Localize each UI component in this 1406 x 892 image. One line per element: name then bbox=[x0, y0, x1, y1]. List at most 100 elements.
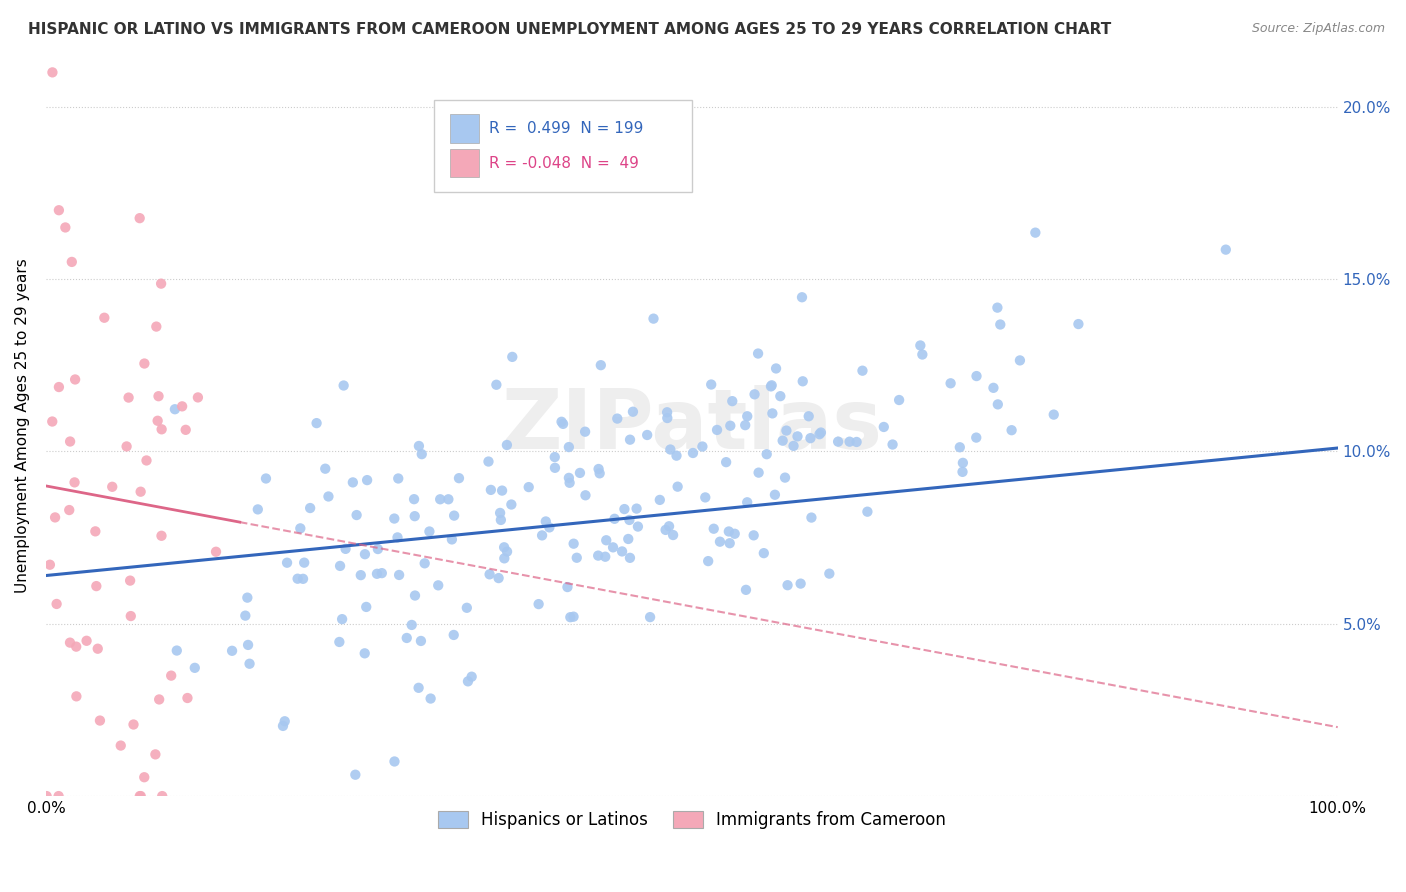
Point bbox=[735, 409, 758, 424]
Point bbox=[488, 571, 510, 585]
Point bbox=[613, 502, 636, 516]
Point bbox=[706, 423, 728, 437]
Point bbox=[145, 747, 167, 762]
Point bbox=[627, 519, 650, 533]
Point bbox=[84, 524, 107, 539]
Point bbox=[427, 578, 450, 592]
Point bbox=[478, 567, 501, 582]
Point bbox=[658, 519, 681, 533]
Point bbox=[404, 589, 426, 603]
Point bbox=[588, 467, 610, 481]
Point bbox=[367, 542, 389, 557]
Point bbox=[387, 471, 409, 485]
Point bbox=[401, 618, 423, 632]
Point bbox=[911, 347, 934, 361]
Point bbox=[589, 358, 612, 372]
Point bbox=[238, 657, 260, 671]
Point bbox=[1008, 353, 1031, 368]
Point bbox=[395, 631, 418, 645]
Point bbox=[700, 377, 723, 392]
Point bbox=[763, 488, 786, 502]
Point bbox=[838, 434, 860, 449]
Point bbox=[531, 528, 554, 542]
Point bbox=[761, 406, 783, 420]
Point bbox=[233, 608, 256, 623]
Point bbox=[350, 568, 373, 582]
Point bbox=[910, 338, 932, 352]
Point bbox=[588, 462, 610, 476]
Point bbox=[221, 644, 243, 658]
Point bbox=[489, 513, 512, 527]
Point bbox=[574, 425, 596, 439]
Point bbox=[692, 440, 714, 454]
Point bbox=[617, 532, 640, 546]
Point bbox=[387, 530, 409, 544]
Point bbox=[122, 717, 145, 731]
FancyBboxPatch shape bbox=[450, 114, 478, 143]
Point bbox=[557, 580, 579, 594]
Point bbox=[120, 574, 142, 588]
Point bbox=[145, 319, 167, 334]
Point bbox=[344, 768, 367, 782]
Point bbox=[654, 523, 676, 537]
Point bbox=[538, 520, 561, 534]
Point bbox=[765, 361, 787, 376]
Point bbox=[494, 541, 516, 555]
Point bbox=[354, 599, 377, 614]
Point bbox=[48, 380, 70, 394]
Point bbox=[35, 789, 58, 803]
Point bbox=[45, 597, 67, 611]
Point bbox=[58, 503, 80, 517]
Point bbox=[773, 470, 796, 484]
Point bbox=[986, 301, 1008, 315]
Point bbox=[501, 498, 523, 512]
Point bbox=[384, 755, 406, 769]
Point bbox=[782, 439, 804, 453]
Point bbox=[496, 438, 519, 452]
Point bbox=[856, 505, 879, 519]
Point bbox=[93, 310, 115, 325]
Point bbox=[128, 789, 150, 803]
Point bbox=[1000, 423, 1022, 437]
Point bbox=[636, 428, 658, 442]
Point bbox=[949, 440, 972, 454]
Point bbox=[517, 480, 540, 494]
Point bbox=[176, 691, 198, 706]
Point bbox=[714, 455, 737, 469]
Point bbox=[724, 526, 747, 541]
Text: R =  0.499  N = 199: R = 0.499 N = 199 bbox=[489, 121, 644, 136]
Point bbox=[404, 509, 426, 524]
Point bbox=[662, 528, 685, 542]
Point bbox=[697, 554, 720, 568]
Point bbox=[759, 379, 782, 393]
Point bbox=[63, 475, 86, 490]
Point bbox=[718, 536, 741, 550]
Point bbox=[166, 643, 188, 657]
Point bbox=[792, 374, 814, 388]
Point bbox=[41, 415, 63, 429]
Point bbox=[41, 65, 63, 79]
Point bbox=[330, 612, 353, 626]
Point bbox=[274, 714, 297, 729]
Point bbox=[786, 429, 808, 443]
Point bbox=[568, 466, 591, 480]
Legend: Hispanics or Latinos, Immigrants from Cameroon: Hispanics or Latinos, Immigrants from Ca… bbox=[432, 805, 953, 836]
FancyBboxPatch shape bbox=[450, 149, 478, 178]
Point bbox=[382, 511, 405, 525]
Point bbox=[626, 501, 648, 516]
Point bbox=[709, 534, 731, 549]
Point bbox=[59, 434, 82, 449]
Point bbox=[271, 719, 294, 733]
Point bbox=[772, 434, 794, 448]
Point bbox=[1067, 317, 1090, 331]
Point bbox=[744, 387, 766, 401]
Point bbox=[558, 440, 581, 454]
Point bbox=[558, 475, 581, 490]
Point bbox=[276, 556, 298, 570]
Point bbox=[413, 557, 436, 571]
Point bbox=[292, 572, 315, 586]
Text: Source: ZipAtlas.com: Source: ZipAtlas.com bbox=[1251, 22, 1385, 36]
Point bbox=[491, 483, 513, 498]
Point bbox=[965, 431, 987, 445]
Point bbox=[534, 515, 557, 529]
